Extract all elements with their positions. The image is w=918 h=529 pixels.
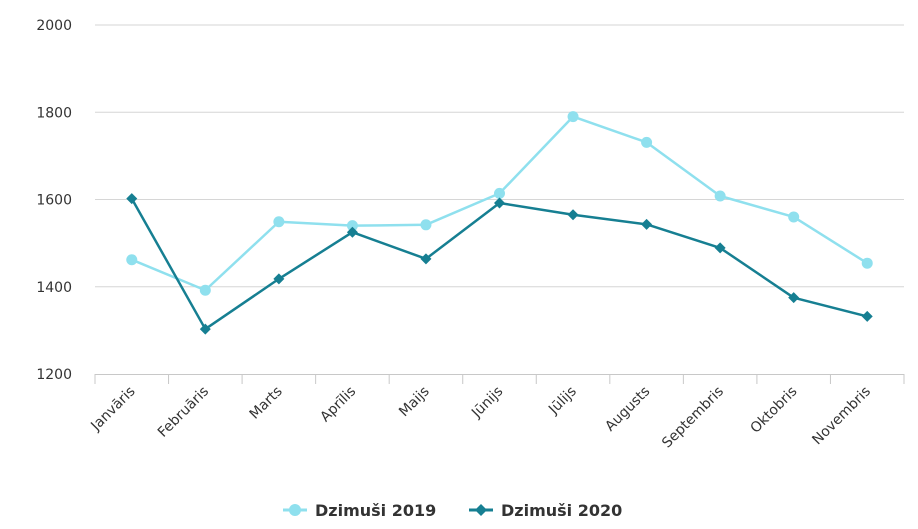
data-point[interactable] [861, 257, 873, 269]
legend-label: Dzimuši 2019 [315, 501, 436, 520]
data-point[interactable] [788, 292, 800, 304]
x-tick-label: Novembris [809, 384, 874, 449]
x-tick-label: Maijs [396, 384, 433, 421]
series-group [126, 111, 873, 335]
data-point[interactable] [567, 209, 579, 221]
data-point[interactable] [641, 136, 653, 148]
diamond-marker-icon [475, 504, 487, 516]
data-point[interactable] [273, 273, 285, 285]
y-tick-label: 1800 [36, 105, 72, 121]
x-tick-label: Augusts [602, 384, 653, 435]
data-point[interactable] [199, 323, 211, 335]
legend[interactable]: Dzimuši 2019 Dzimuši 2020 [283, 501, 622, 520]
data-point[interactable] [199, 284, 211, 296]
x-tick-label: Janvāris [87, 384, 138, 435]
data-point[interactable] [126, 193, 138, 205]
data-point[interactable] [641, 218, 653, 230]
data-point[interactable] [420, 219, 432, 231]
x-axis: Janvāris Februāris Marts Aprīlis Maijs Jūnijs… [87, 374, 905, 452]
data-point[interactable] [126, 254, 138, 266]
series-1 [126, 111, 873, 296]
series-2 [126, 193, 873, 335]
legend-label: Dzimuši 2020 [501, 501, 622, 520]
data-point[interactable] [567, 111, 579, 123]
data-point[interactable] [788, 211, 800, 223]
data-point[interactable] [273, 216, 285, 228]
series-line [130, 198, 868, 331]
data-point[interactable] [714, 242, 726, 254]
data-point[interactable] [494, 187, 505, 199]
x-tick-label: Septembris [659, 384, 727, 452]
legend-item-1[interactable]: Dzimuši 2019 [283, 501, 436, 520]
y-tick-label: 2000 [36, 18, 72, 34]
x-tick-label: Februāris [155, 384, 212, 441]
data-point[interactable] [861, 310, 873, 322]
x-tick-label: Jūlijs [545, 384, 580, 419]
circle-marker-icon [289, 504, 301, 516]
data-point[interactable] [420, 253, 432, 265]
data-point[interactable] [714, 190, 726, 202]
y-tick-label: 1600 [36, 193, 72, 209]
y-tick-label: 1400 [36, 280, 72, 296]
x-tick-label: Marts [247, 384, 286, 423]
legend-item-2[interactable]: Dzimuši 2020 [469, 501, 622, 520]
x-tick-label: Jūnijs [468, 384, 506, 422]
data-point[interactable] [494, 197, 505, 209]
y-axis-ticks: 1200 1400 1600 1800 2000 [36, 18, 72, 383]
y-tick-label: 1200 [36, 367, 72, 383]
data-point[interactable] [346, 226, 358, 238]
data-point[interactable] [346, 220, 358, 232]
x-tick-label: Aprīlis [317, 384, 359, 426]
x-tick-label: Oktobris [747, 384, 800, 437]
grid-lines [95, 24, 904, 288]
